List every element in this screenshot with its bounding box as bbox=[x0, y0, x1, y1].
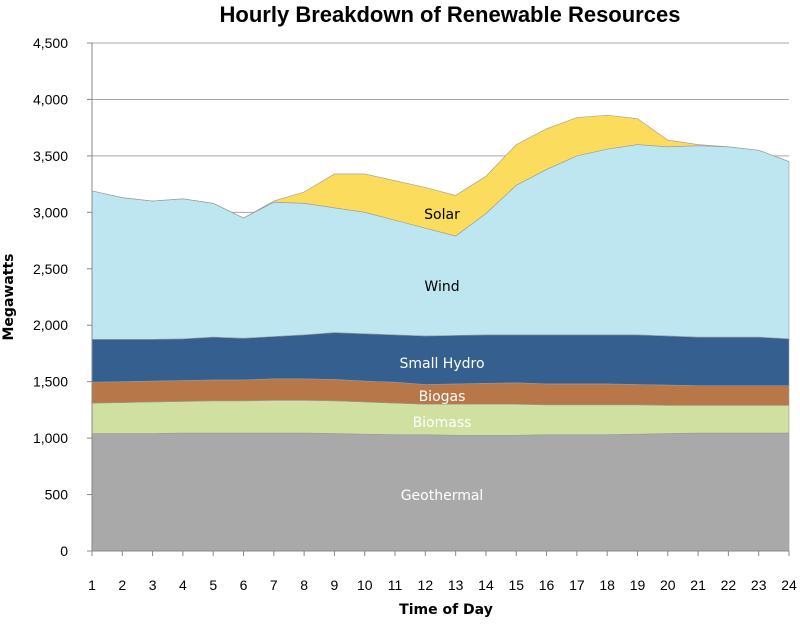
x-tick-label: 23 bbox=[751, 577, 767, 593]
series-label-biogas: Biogas bbox=[419, 389, 466, 405]
series-label-geothermal: Geothermal bbox=[401, 488, 484, 504]
x-tick-label: 9 bbox=[331, 577, 339, 593]
y-tick-label: 1,000 bbox=[33, 430, 68, 446]
y-tick-label: 500 bbox=[45, 487, 69, 503]
series-areas bbox=[91, 114, 790, 552]
x-tick-label: 20 bbox=[660, 577, 676, 593]
x-axis-label: Time of Day bbox=[399, 602, 493, 618]
x-tick-labels: 1 2 3 4 5 6 7 8 9 10 11 12 13 14 15 16 17 18 19 20 21 22 23 24 bbox=[88, 577, 797, 593]
x-tick-label: 18 bbox=[599, 577, 615, 593]
y-tick-label: 4,500 bbox=[33, 35, 68, 51]
x-tick-label: 6 bbox=[240, 577, 248, 593]
y-tick-label: 3,500 bbox=[33, 148, 68, 164]
x-tick-label: 21 bbox=[690, 577, 706, 593]
y-tick-label: 3,000 bbox=[33, 204, 68, 220]
x-tick-label: 16 bbox=[539, 577, 555, 593]
y-axis-label: Megawatts bbox=[1, 254, 17, 341]
x-tick-label: 3 bbox=[149, 577, 157, 593]
series-labels: Geothermal Biomass Biogas Small Hydro Wi… bbox=[399, 207, 484, 504]
series-label-small-hydro: Small Hydro bbox=[399, 356, 484, 372]
y-tick-label: 2,500 bbox=[33, 261, 68, 277]
series-label-biomass: Biomass bbox=[413, 415, 472, 431]
x-tick-label: 12 bbox=[418, 577, 434, 593]
series-label-wind: Wind bbox=[424, 279, 459, 295]
area-wind bbox=[91, 144, 790, 340]
x-tick-label: 4 bbox=[179, 577, 187, 593]
chart-title: Hourly Breakdown of Renewable Resources bbox=[220, 2, 681, 27]
series-label-solar: Solar bbox=[424, 207, 460, 223]
y-tick-label: 1,500 bbox=[33, 374, 68, 390]
x-tick-label: 7 bbox=[270, 577, 278, 593]
x-tick-label: 24 bbox=[781, 577, 797, 593]
x-tick-label: 1 bbox=[88, 577, 96, 593]
y-tick-label: 0 bbox=[60, 543, 68, 559]
y-tick-label: 4,000 bbox=[33, 91, 68, 107]
area-solar bbox=[91, 114, 790, 237]
x-tick-label: 17 bbox=[569, 577, 585, 593]
x-tick-label: 22 bbox=[721, 577, 737, 593]
x-tick-label: 14 bbox=[478, 577, 494, 593]
x-tick-label: 19 bbox=[630, 577, 646, 593]
x-tick-label: 15 bbox=[508, 577, 524, 593]
x-tick-label: 11 bbox=[388, 577, 403, 593]
x-tick-label: 2 bbox=[118, 577, 126, 593]
y-tick-label: 2,000 bbox=[33, 317, 68, 333]
x-tick-label: 10 bbox=[357, 577, 373, 593]
axes bbox=[87, 42, 790, 556]
x-tick-label: 5 bbox=[209, 577, 217, 593]
x-tick-label: 13 bbox=[448, 577, 464, 593]
y-tick-labels: 0 500 1,000 1,500 2,000 2,500 3,000 3,500 4,000 4… bbox=[33, 35, 68, 559]
x-tick-label: 8 bbox=[300, 577, 308, 593]
